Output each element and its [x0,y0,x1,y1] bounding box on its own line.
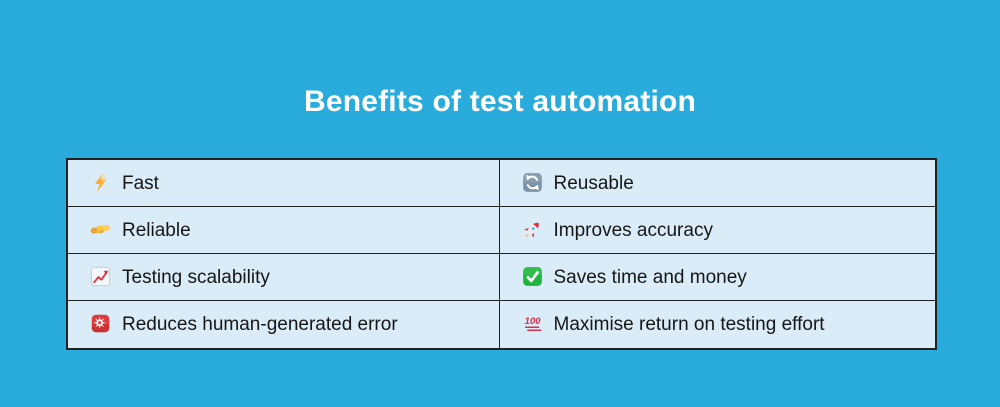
benefit-label: Reusable [553,172,634,194]
svg-text:100: 100 [524,316,541,327]
benefit-label: Improves accuracy [553,219,713,241]
cell-testing-scalability: Testing scalability [66,253,500,302]
chart-increasing-icon [90,266,111,287]
counterclockwise-arrows-icon [522,172,543,193]
hundred-points-icon: 100 [522,313,543,334]
cell-fast: Fast [66,158,500,208]
cell-reduces-error: Reduces human-generated error [66,300,500,350]
handshake-icon [90,219,111,240]
rocket-icon [522,219,543,240]
benefits-table: Fast Reusable Reliable Improves accuracy [66,158,937,350]
cell-saves-time-and-money: Saves time and money [498,253,937,302]
benefit-label: Testing scalability [122,266,270,288]
benefit-label: Saves time and money [553,266,747,288]
benefit-label: Fast [122,172,159,194]
police-car-light-icon [90,313,111,334]
check-mark-icon [522,266,543,287]
page-title: Benefits of test automation [303,85,697,118]
table-row: Reduces human-generated error 100 Maximi… [66,300,937,350]
table-row: Testing scalability Saves time and money [66,253,937,302]
benefit-label: Maximise return on testing effort [553,314,825,336]
cell-improves-accuracy: Improves accuracy [498,206,937,255]
benefit-label: Reduces human-generated error [122,314,398,336]
high-voltage-icon [90,172,111,193]
benefit-label: Reliable [122,219,191,241]
table-row: Reliable Improves accuracy [66,206,937,255]
cell-reliable: Reliable [66,206,500,255]
cell-maximise-return: 100 Maximise return on testing effort [498,300,937,350]
cell-reusable: Reusable [498,158,937,208]
table-row: Fast Reusable [66,158,937,208]
